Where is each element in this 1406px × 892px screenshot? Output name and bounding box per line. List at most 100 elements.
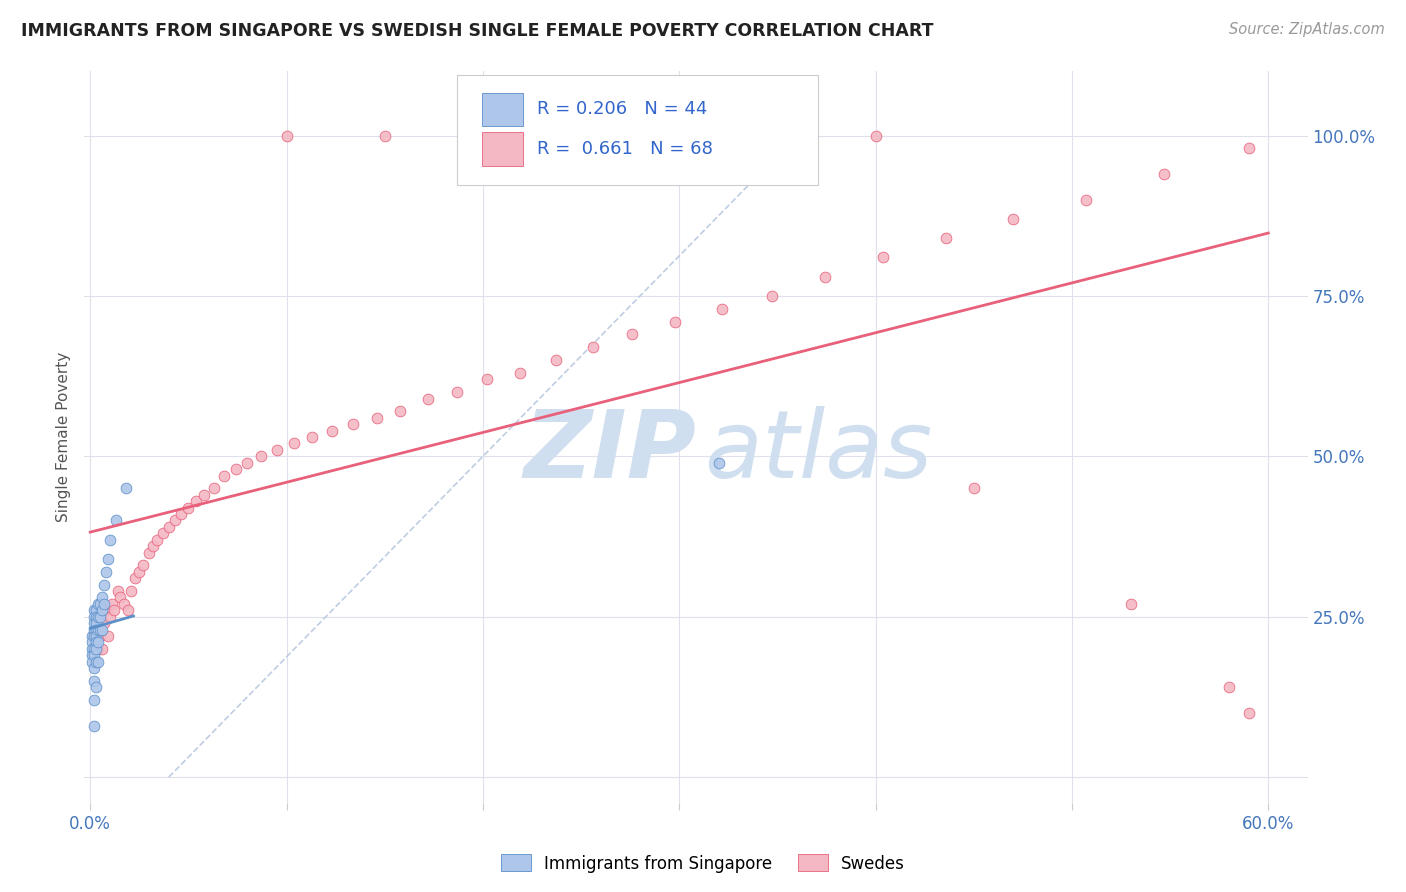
Point (225, 462, 247, 476)
Point (471, 128, 494, 143)
Point (1237, 141, 1260, 155)
Point (114, 482, 136, 496)
Point (89, 629, 111, 643)
Point (416, 392, 439, 406)
Point (97, 552, 120, 566)
Point (342, 417, 364, 432)
Point (94, 603, 117, 617)
Point (1153, 167, 1175, 181)
Point (202, 482, 225, 496)
Point (112, 597, 135, 611)
Point (91, 591, 114, 605)
Point (1002, 211, 1025, 226)
Point (83, 661, 105, 675)
Point (186, 494, 208, 508)
Point (707, 456, 730, 470)
Point (276, 128, 298, 143)
Point (101, 597, 124, 611)
Point (87, 635, 110, 649)
Point (157, 520, 180, 534)
Point (98, 609, 121, 624)
Point (83, 623, 105, 637)
Point (83, 629, 105, 643)
Point (963, 482, 986, 496)
Point (103, 603, 125, 617)
Point (138, 545, 160, 559)
Point (1074, 193, 1097, 207)
Point (84, 623, 107, 637)
Point (84, 603, 107, 617)
Point (146, 533, 169, 547)
Point (935, 231, 957, 245)
Point (82, 629, 104, 643)
Point (1218, 681, 1240, 695)
Text: R =  0.661   N = 68: R = 0.661 N = 68 (537, 140, 713, 158)
Point (91, 623, 114, 637)
Point (82, 641, 104, 656)
Point (582, 340, 605, 354)
Point (84, 655, 107, 669)
Point (374, 128, 396, 143)
Point (366, 410, 388, 425)
Point (142, 539, 165, 553)
Point (93, 577, 115, 591)
Point (711, 301, 734, 316)
Point (761, 289, 783, 303)
Point (163, 514, 186, 528)
Point (152, 526, 174, 541)
Point (321, 424, 343, 438)
Text: atlas: atlas (704, 406, 932, 497)
Point (93, 597, 115, 611)
Point (108, 591, 131, 605)
Point (389, 404, 412, 418)
Point (84, 629, 107, 643)
Point (87, 623, 110, 637)
Legend: Immigrants from Singapore, Swedes: Immigrants from Singapore, Swedes (495, 847, 911, 880)
FancyBboxPatch shape (482, 93, 523, 127)
Y-axis label: Single Female Poverty: Single Female Poverty (56, 352, 72, 522)
Point (250, 450, 273, 464)
Point (87, 641, 110, 656)
Point (266, 442, 288, 457)
Point (104, 514, 127, 528)
Point (1237, 706, 1260, 720)
Point (813, 269, 835, 284)
Point (84, 616, 107, 631)
Point (84, 635, 107, 649)
Point (128, 565, 150, 579)
Text: R = 0.206   N = 44: R = 0.206 N = 44 (537, 101, 707, 119)
Point (236, 456, 259, 470)
Point (509, 366, 531, 380)
Point (83, 609, 105, 624)
Point (89, 623, 111, 637)
Point (177, 500, 200, 515)
Point (83, 616, 105, 631)
FancyBboxPatch shape (482, 132, 523, 166)
Text: ZIP: ZIP (524, 406, 697, 498)
Point (872, 251, 894, 265)
Point (84, 616, 107, 631)
Point (82, 635, 104, 649)
Point (89, 609, 111, 624)
Point (1119, 597, 1142, 611)
Point (727, 128, 749, 143)
Point (121, 584, 143, 599)
Point (94, 565, 117, 579)
Point (84, 681, 107, 695)
Point (83, 603, 105, 617)
Point (169, 507, 191, 521)
Point (132, 558, 155, 573)
Point (283, 436, 305, 450)
Point (446, 385, 468, 400)
Point (83, 719, 105, 733)
Point (91, 603, 114, 617)
Point (544, 353, 567, 368)
Point (83, 629, 105, 643)
Point (87, 597, 110, 611)
Point (475, 372, 498, 386)
Point (664, 315, 686, 329)
Point (117, 603, 139, 617)
Text: IMMIGRANTS FROM SINGAPORE VS SWEDISH SINGLE FEMALE POVERTY CORRELATION CHART: IMMIGRANTS FROM SINGAPORE VS SWEDISH SIN… (21, 22, 934, 40)
Point (301, 430, 323, 444)
Point (107, 584, 129, 599)
